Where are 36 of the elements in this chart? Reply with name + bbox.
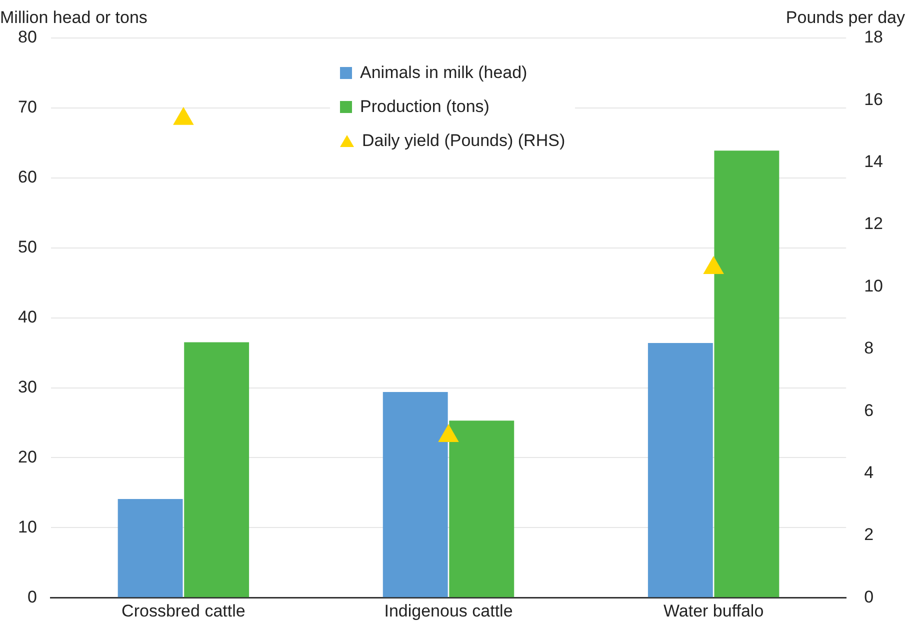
point: [173, 107, 194, 125]
bar: [714, 150, 780, 598]
point: [704, 256, 724, 274]
y2-tick-label: 0: [864, 587, 874, 606]
y-tick-label: 60: [18, 168, 37, 187]
y-tick-label: 80: [18, 28, 37, 47]
legend-label: Daily yield (Pounds) (RHS): [362, 131, 566, 151]
y2-tick-label: 8: [864, 338, 874, 358]
y2-tick-label: 12: [864, 214, 884, 234]
y2-tick-label: 14: [864, 152, 884, 172]
bar: [648, 342, 713, 598]
y2-axis-title: Pounds per day: [786, 8, 905, 28]
bar: [449, 420, 514, 598]
y-tick-label: 70: [18, 98, 37, 117]
y2-tick-label: 2: [864, 525, 874, 544]
y-tick-label: 30: [18, 377, 37, 396]
x-tick-label: Indigenous cattle: [384, 601, 513, 620]
y2-tick-label: 16: [864, 90, 884, 109]
y-tick-label: 0: [27, 587, 37, 606]
y2-tick-label: 18: [864, 28, 884, 47]
y-tick-label: 40: [18, 307, 37, 326]
y-tick-label: 10: [18, 517, 37, 536]
y2-tick-label: 4: [864, 462, 874, 482]
x-tick-label: Water buffalo: [663, 601, 764, 620]
y-tick-label: 20: [18, 447, 37, 466]
y2-tick-label: 10: [864, 276, 884, 296]
legend-label: Animals in milk (head): [360, 63, 528, 83]
x-tick-label: Crossbred cattle: [122, 601, 246, 620]
y2-tick-label: 6: [864, 400, 874, 420]
bar: [382, 392, 448, 598]
y-tick-label: 50: [18, 238, 37, 257]
y-axis-title: Million head or tons: [0, 8, 148, 28]
legend-label: Production (tons): [360, 97, 490, 117]
bar: [184, 342, 250, 598]
bar: [118, 498, 183, 598]
point: [438, 424, 459, 442]
